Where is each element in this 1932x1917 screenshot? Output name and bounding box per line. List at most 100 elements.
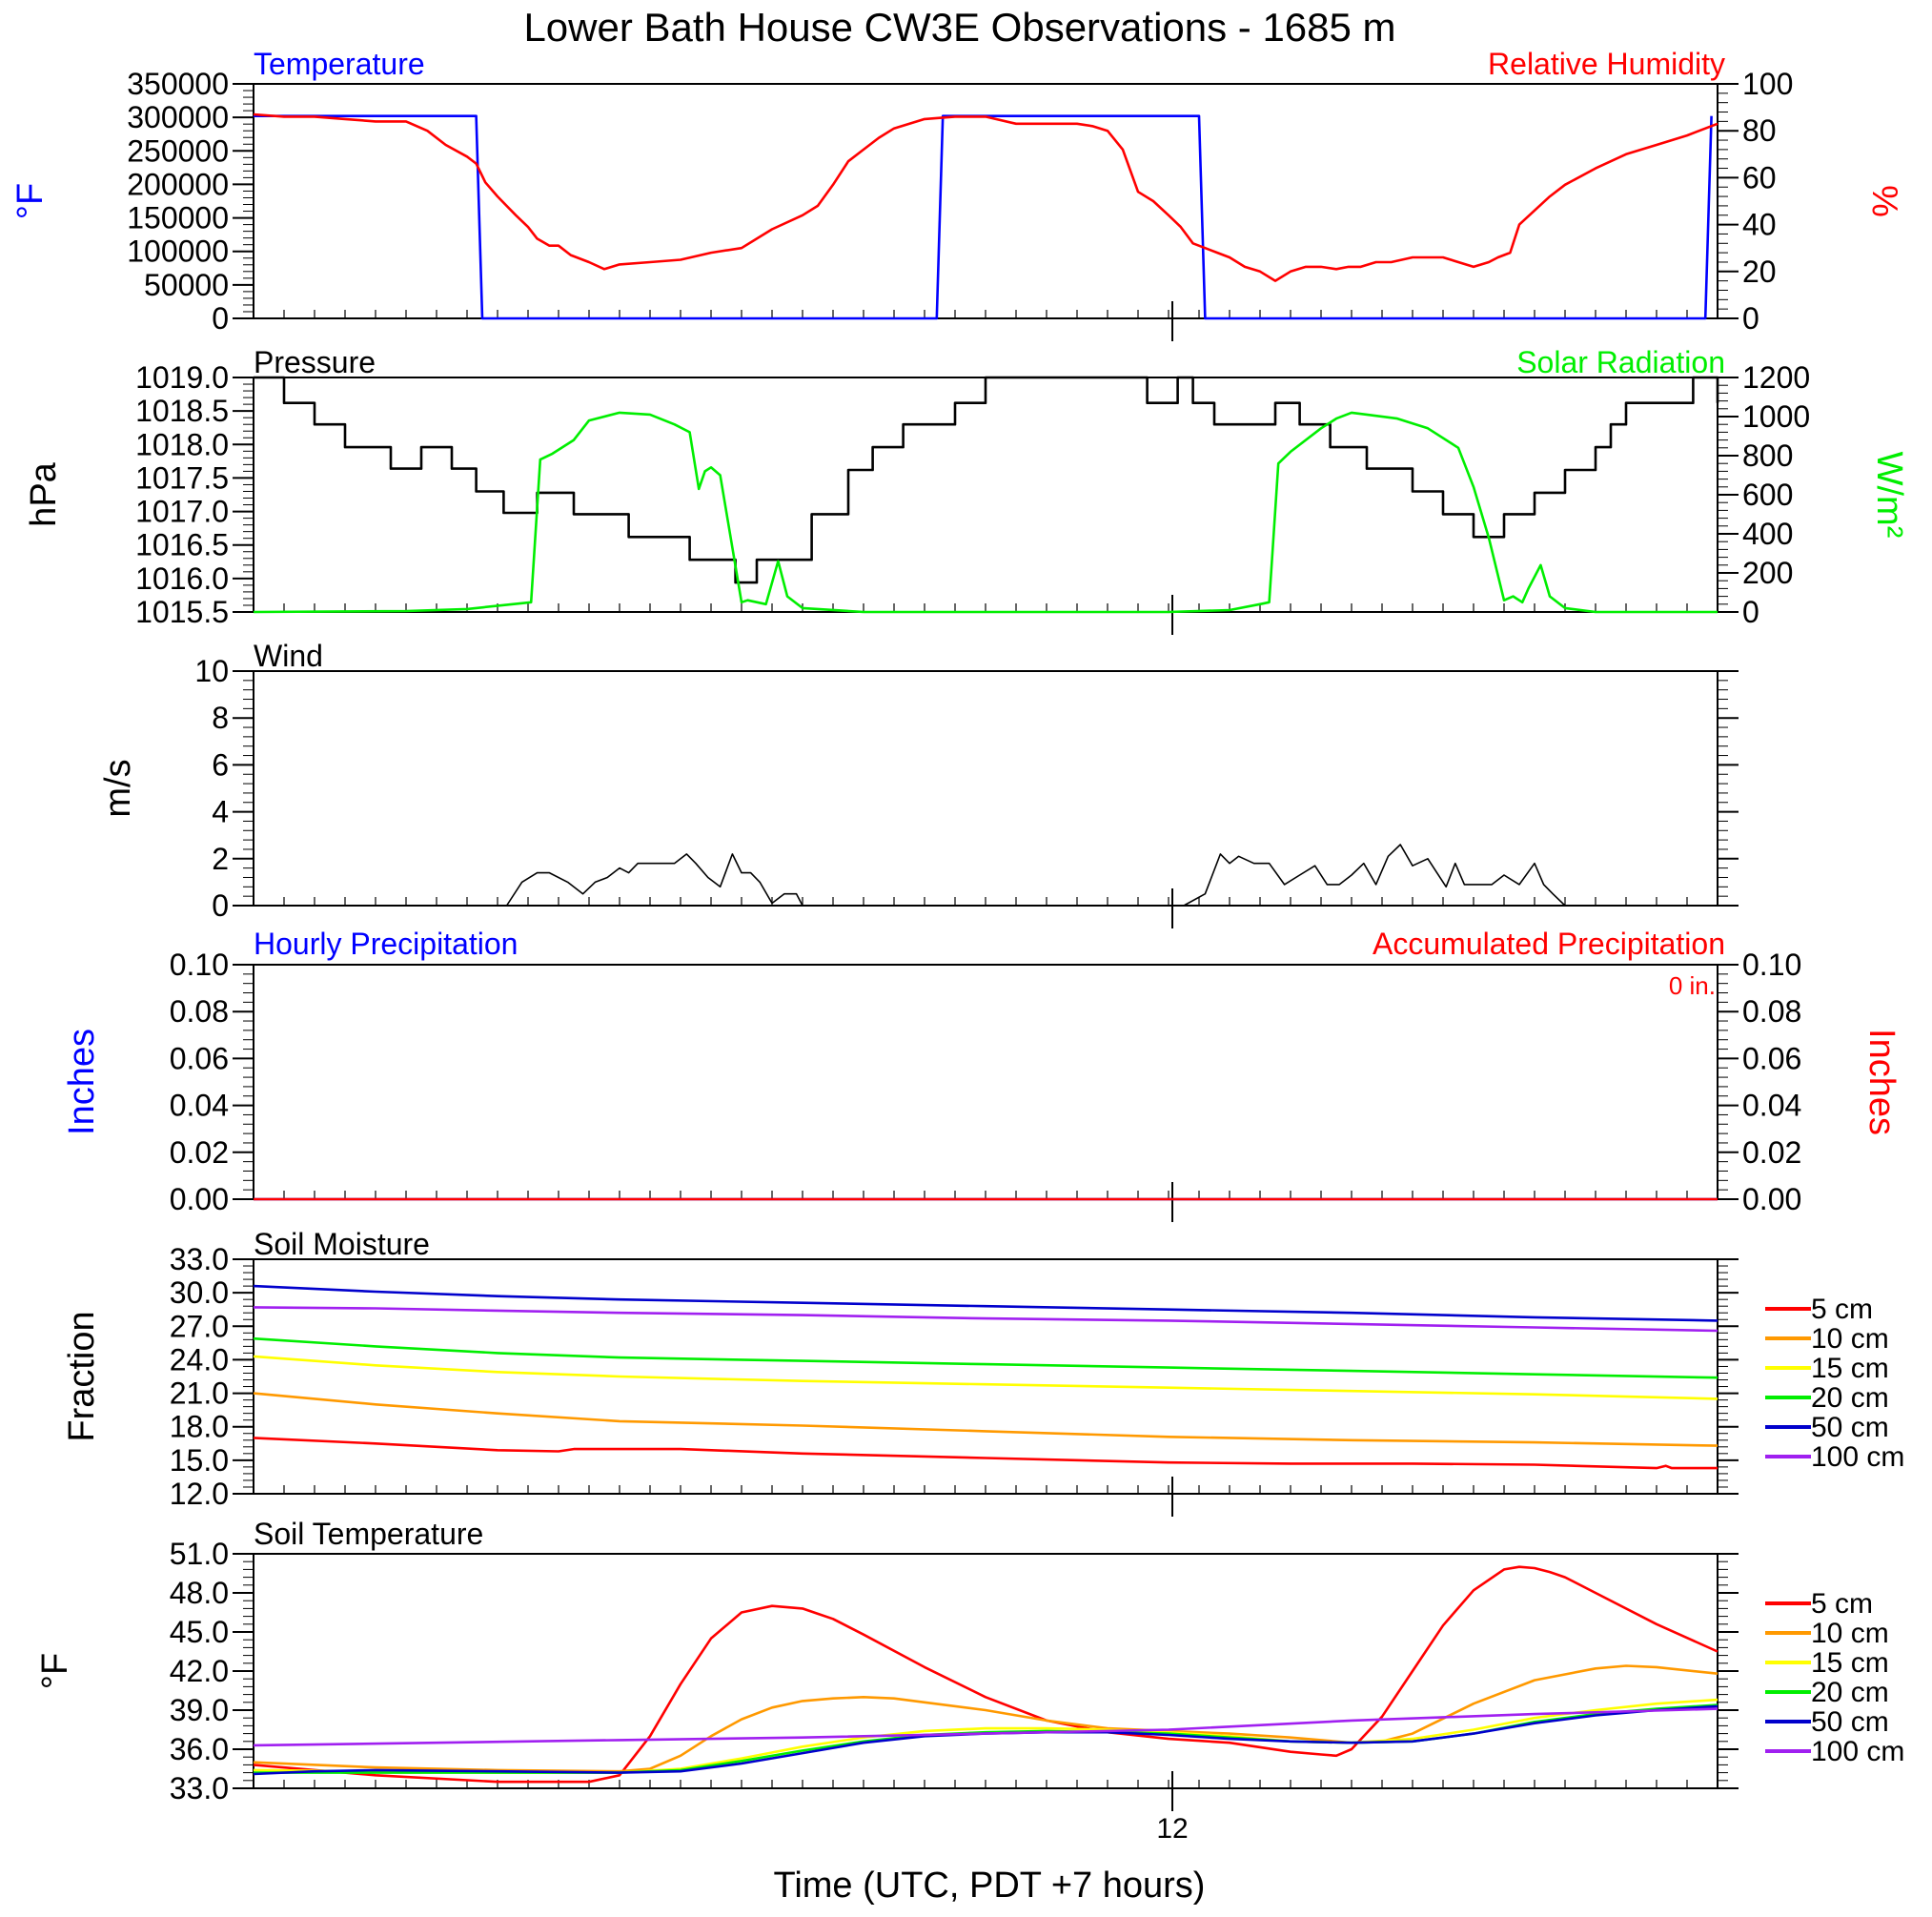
y-right-tick-label: 0 [1742,595,1759,629]
right-title: Accumulated Precipitation [1373,927,1725,961]
legend-label: 100 cm [1811,1441,1904,1473]
y-right-tick-label: 400 [1742,517,1793,551]
series-line-15-cm [253,1355,1718,1400]
y-tick-label: 30.0 [170,1275,229,1310]
ylabel-left: Fraction [62,1311,102,1441]
panel-pressure-solar: Pressure Solar Radiation hPa W/m² 1015.5… [24,345,1909,635]
series-line-5-cm [253,1437,1718,1470]
panel-soil-temperature: Soil Temperature °F 33.0 36.0 39.0 42.0 45.0… [35,1517,1904,1811]
y-tick-label: 51.0 [170,1537,229,1571]
y-tick-label: 1016.0 [135,561,229,596]
series-line-wind [254,844,1718,907]
ylabel-left: °F [35,1653,75,1689]
y-right-tick-label: 0.10 [1742,948,1801,982]
plot-area: 12.015.018.021.024.027.030.033.0 [170,1242,1739,1517]
y-right-tick-label: 1200 [1742,360,1810,395]
y-tick-label: 300000 [127,100,229,134]
y-tick-label: 36.0 [170,1732,229,1766]
series-line-pressure [254,376,1719,584]
plot-area: 0.00 0.02 0.04 0.06 0.08 0.10 0.00 0.02 0.04 0.06… [170,948,1801,1222]
ylabel-right: Inches [1861,1029,1901,1135]
y-tick-label: 0.06 [170,1041,229,1075]
y-right-tick-label: 800 [1742,438,1793,473]
y-tick-label: 33.0 [170,1771,229,1805]
panel-wind: Wind m/s 0 2 4 6 8 10 [98,639,1739,928]
y-tick-label: 250000 [127,133,229,168]
ylabel-left: m/s [98,759,138,817]
y-tick-label: 150000 [127,201,229,235]
y-tick-label: 39.0 [170,1693,229,1727]
left-title: Hourly Precipitation [254,927,518,961]
y-tick-label: 1016.5 [135,528,229,562]
y-tick-label: 8 [212,701,229,735]
y-tick-label: 1017.5 [135,460,229,495]
ylabel-left: hPa [24,461,64,526]
y-tick-label: 48.0 [170,1576,229,1610]
y-right-tick-label: 40 [1742,208,1777,242]
legend-label: 10 cm [1811,1618,1889,1649]
ylabel-right: W/m² [1869,452,1909,539]
left-title: Soil Moisture [254,1227,430,1261]
panel-precipitation: Hourly Precipitation Accumulated Precipi… [62,927,1901,1222]
plot-frame [253,670,1718,907]
y-tick-label: 24.0 [170,1342,229,1377]
legend-label: 10 cm [1811,1323,1889,1355]
y-tick-label: 42.0 [170,1654,229,1688]
y-tick-label: 1018.5 [135,394,229,428]
chart-title: Lower Bath House CW3E Observations - 168… [523,5,1395,50]
plot-area: 0 2 4 6 8 10 [194,654,1739,928]
legend-label: 15 cm [1811,1353,1889,1384]
y-tick-label: 0.04 [170,1089,229,1123]
y-tick-label: 4 [212,795,229,829]
series-line-solar-radiation [253,411,1718,614]
y-tick-label: 0 [212,301,229,336]
plot-frame [253,1553,1718,1789]
panel-temperature-rh: Temperature Relative Humidity °F % 05000… [10,47,1904,341]
series-line-5-cm [253,1565,1718,1784]
series-line-10-cm [253,1664,1718,1773]
left-title: Soil Temperature [254,1517,483,1551]
y-tick-label: 0.08 [170,994,229,1029]
legend-label: 20 cm [1811,1677,1889,1708]
series-line-100-cm [253,1707,1718,1747]
plot-area: 0500001000001500002000002500003000003500… [127,67,1793,341]
y-tick-label: 50000 [144,268,229,302]
legend-label: 50 cm [1811,1706,1889,1738]
ylabel-left: °F [10,183,51,219]
y-tick-label: 0.02 [170,1135,229,1170]
series-line-20-cm [253,1336,1718,1379]
y-right-tick-label: 600 [1742,478,1793,512]
left-title: Wind [254,639,323,673]
ylabel-left: Inches [62,1029,102,1135]
legend-label: 50 cm [1811,1412,1889,1443]
y-tick-label: 200000 [127,167,229,201]
y-tick-label: 1015.5 [135,595,229,629]
y-tick-label: 33.0 [170,1242,229,1276]
series-line-relative-humidity [253,112,1718,282]
legend-label: 5 cm [1811,1294,1873,1325]
y-right-tick-label: 0.02 [1742,1135,1801,1170]
y-tick-label: 0.10 [170,948,229,982]
y-right-tick-label: 200 [1742,556,1793,590]
y-right-tick-label: 0 [1742,301,1759,336]
legend-label: 15 cm [1811,1647,1889,1679]
y-right-tick-label: 0.00 [1742,1182,1801,1216]
series-line-10-cm [253,1392,1718,1447]
y-tick-label: 350000 [127,67,229,101]
y-tick-label: 0 [212,888,229,923]
y-tick-label: 21.0 [170,1377,229,1411]
y-tick-label: 100000 [127,235,229,269]
right-title: Solar Radiation [1516,345,1725,379]
y-right-tick-label: 100 [1742,67,1793,101]
panel-soil-moisture: Soil Moisture Fraction 12.015.018.021.02… [62,1227,1904,1517]
left-title: Pressure [254,345,376,379]
precip-annotation: 0 in. [1669,971,1716,1000]
plot-area: 33.0 36.0 39.0 42.0 45.0 48.0 51.0 [170,1537,1739,1811]
plot-frame [253,964,1718,1200]
y-tick-label: 1018.0 [135,427,229,461]
y-tick-label: 1019.0 [135,360,229,395]
legend-label: 100 cm [1811,1736,1904,1767]
